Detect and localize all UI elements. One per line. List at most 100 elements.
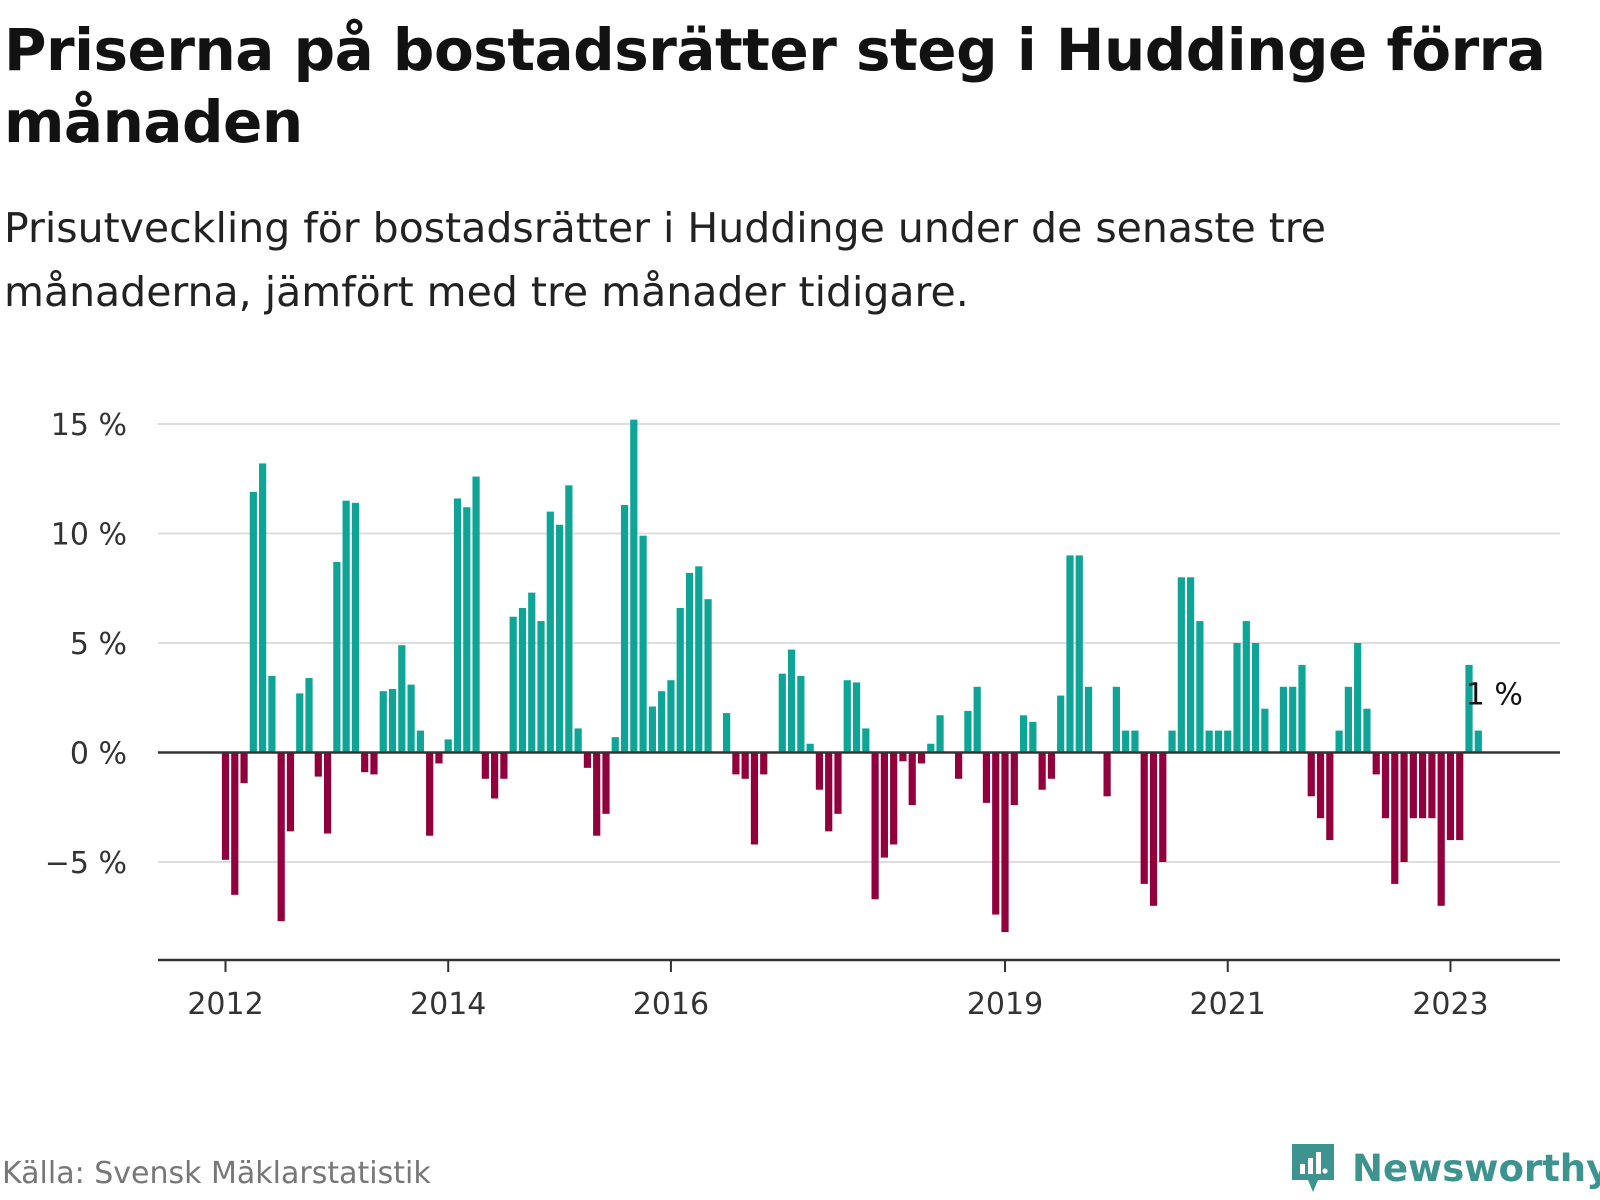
bar-negative	[583, 752, 592, 768]
bar-positive	[704, 599, 712, 753]
y-tick-label: −5 %	[45, 846, 127, 881]
bar-positive	[537, 621, 545, 753]
bar-negative	[815, 752, 824, 790]
bar-positive	[296, 693, 304, 753]
bar-negative	[361, 752, 369, 773]
bar-positive	[1084, 686, 1093, 753]
bar-negative	[741, 752, 749, 779]
bar-positive	[1289, 686, 1297, 753]
chart-title: Priserna på bostadsrätter steg i Hudding…	[4, 16, 1546, 156]
bar-negative	[1428, 752, 1436, 819]
bar-chart: 15 % 10 % 5 % 0 % −5 % 2012 2014 2016 2019 2021 20…	[45, 408, 1560, 1022]
bar-positive	[630, 419, 638, 753]
bar-positive	[639, 535, 647, 753]
bar-positive	[787, 649, 796, 753]
bar-positive	[518, 607, 527, 753]
bar-positive	[973, 686, 981, 753]
bar-negative	[760, 752, 768, 775]
y-tick-label: 15 %	[51, 408, 127, 443]
bar-negative	[899, 752, 907, 762]
bar-negative	[880, 752, 888, 858]
bar-positive	[546, 511, 554, 753]
bar-positive	[1344, 686, 1352, 753]
bar-positive	[268, 675, 276, 753]
bar-negative	[1372, 752, 1380, 775]
bar-positive	[574, 728, 582, 753]
bar-positive	[1242, 621, 1250, 753]
x-tick-label: 2014	[410, 987, 486, 1022]
bar-positive	[333, 561, 341, 753]
bar-negative	[286, 752, 295, 832]
bar-negative	[834, 752, 842, 814]
bar-positive	[778, 673, 786, 753]
bar-positive	[723, 713, 731, 753]
bar-negative	[750, 752, 759, 845]
bar-negative	[1400, 752, 1408, 862]
bar-positive	[509, 616, 517, 753]
newsworthy-logo-icon	[1292, 1144, 1334, 1192]
bar-positive	[1224, 730, 1232, 753]
bar-negative	[1001, 752, 1009, 933]
bar-negative	[1456, 752, 1464, 841]
bar-positive	[453, 498, 462, 753]
bar-positive	[1233, 643, 1241, 753]
bar-negative	[1437, 752, 1445, 906]
bar-positive	[1474, 730, 1482, 753]
bar-positive	[555, 524, 564, 753]
bar-negative	[908, 752, 916, 806]
bar-positive	[1335, 730, 1343, 753]
bar-positive	[611, 737, 619, 753]
bar-negative	[481, 752, 489, 779]
bar-negative	[277, 752, 285, 922]
bar-positive	[259, 463, 267, 753]
brand-name: Newsworthy	[1352, 1146, 1600, 1190]
bar-positive	[444, 739, 452, 753]
bar-positive	[1298, 664, 1306, 753]
bar-negative	[370, 752, 378, 775]
bar-negative	[1326, 752, 1334, 841]
bar-negative	[1446, 752, 1455, 841]
y-tick-label: 10 %	[51, 518, 127, 553]
bar-positive	[1075, 555, 1083, 753]
bar-positive	[806, 743, 814, 753]
x-tick-label: 2012	[187, 987, 263, 1022]
bar-positive	[1029, 721, 1037, 753]
bar-negative	[1038, 752, 1046, 790]
bar-negative	[500, 752, 508, 779]
bar-negative	[871, 752, 879, 900]
bar-negative	[1419, 752, 1427, 819]
bar-positive	[1196, 621, 1204, 753]
bar-positive	[342, 500, 350, 753]
bar-positive	[249, 491, 257, 753]
bar-positive	[1465, 664, 1473, 753]
bar-negative	[231, 752, 239, 895]
bar-positive	[1131, 730, 1139, 753]
bar-negative	[732, 752, 740, 775]
bar-positive	[1066, 555, 1074, 753]
bar-positive	[1057, 695, 1065, 753]
bar-positive	[472, 476, 480, 753]
bar-positive	[379, 691, 387, 753]
bar-positive	[1019, 715, 1028, 753]
bar-positive	[1177, 577, 1185, 753]
bar-negative	[1409, 752, 1417, 819]
bar-positive	[528, 592, 536, 753]
bar-positive	[565, 485, 573, 753]
bar-negative	[221, 752, 230, 860]
bar-negative	[1381, 752, 1390, 819]
bar-positive	[1363, 708, 1371, 753]
bar-positive	[388, 688, 397, 753]
bar-positive	[416, 730, 424, 753]
bar-positive	[862, 728, 870, 753]
bar-negative	[1103, 752, 1111, 797]
bar-negative	[491, 752, 499, 799]
y-tick-label: 5 %	[70, 627, 127, 662]
bar-positive	[843, 680, 851, 753]
bar-positive	[1214, 730, 1223, 753]
bar-positive	[1279, 686, 1288, 753]
bar-positive	[407, 684, 415, 753]
bar-positive	[667, 680, 675, 753]
bar-positive	[1122, 730, 1130, 753]
bar-negative	[602, 752, 610, 814]
bar-positive	[695, 566, 703, 753]
